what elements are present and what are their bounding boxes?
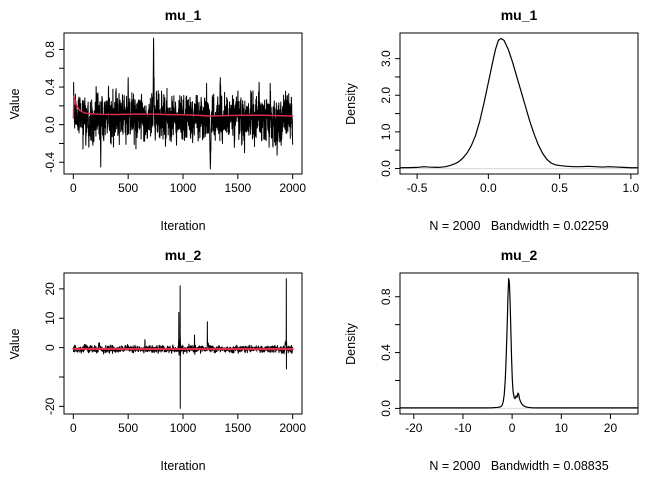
axis-ticks bbox=[395, 296, 611, 419]
x-tick-label: 20 bbox=[604, 421, 618, 435]
x-axis-label: Iteration bbox=[160, 459, 206, 473]
x-tick-label: 0.0 bbox=[480, 181, 497, 195]
plot-title: mu_2 bbox=[164, 247, 202, 263]
density-plot-mu1-panel: -0.5 0.0 0.5 1.0 0.0 1.0 2.0 3.0 mu_1 Density N… bbox=[336, 0, 672, 240]
x-tick-label: 0.5 bbox=[551, 181, 568, 195]
running-mean-line bbox=[72, 95, 294, 119]
plot-title: mu_1 bbox=[500, 7, 538, 23]
trace-plot-mu1-canvas: 0 500 1000 1500 2000 -0.4 0.0 0.4 0.8 bbox=[43, 32, 306, 195]
axis-tick-labels: 0 500 1000 1500 2000 -20 0 10 20 bbox=[43, 282, 306, 435]
plot-series-group bbox=[72, 278, 294, 409]
y-axis-label: Value bbox=[8, 88, 22, 120]
y-tick-label: 10 bbox=[43, 311, 57, 325]
density-plot-mu1-canvas: -0.5 0.0 0.5 1.0 0.0 1.0 2.0 3.0 bbox=[379, 32, 640, 195]
x-tick-label: 1500 bbox=[224, 421, 251, 435]
x-tick-label: 1500 bbox=[224, 181, 251, 195]
y-tick-label: 0.4 bbox=[379, 344, 393, 361]
x-tick-label: 500 bbox=[118, 421, 138, 435]
x-tick-label: 1000 bbox=[170, 421, 197, 435]
plot-title: mu_1 bbox=[164, 7, 202, 23]
bandwidth-caption: N = 2000 Bandwidth = 0.02259 bbox=[429, 219, 609, 233]
density-curve-line bbox=[400, 277, 638, 409]
y-tick-label: 3.0 bbox=[379, 50, 393, 67]
x-tick-label: 1000 bbox=[170, 181, 197, 195]
plot-box bbox=[399, 32, 639, 175]
density-plot-mu2-panel: -20 -10 0 10 20 0.0 0.4 0.8 mu_2 Density N = 20… bbox=[336, 240, 672, 480]
y-tick-label: 0.0 bbox=[379, 160, 393, 177]
x-tick-label: -10 bbox=[454, 421, 472, 435]
trace-plot-mu1-panel: 0 500 1000 1500 2000 -0.4 0.0 0.4 0.8 mu_1 Value… bbox=[0, 0, 336, 240]
x-tick-label: 500 bbox=[118, 181, 138, 195]
x-tick-label: 2000 bbox=[279, 421, 306, 435]
axis-ticks bbox=[395, 58, 632, 179]
x-tick-label: -20 bbox=[405, 421, 423, 435]
x-tick-label: 1.0 bbox=[623, 181, 640, 195]
plot-series-group bbox=[72, 37, 294, 170]
y-tick-label: 0.8 bbox=[43, 41, 57, 58]
plot-box bbox=[399, 272, 639, 415]
plot-title: mu_2 bbox=[500, 247, 538, 263]
x-tick-label: 10 bbox=[555, 421, 569, 435]
y-tick-label: 0 bbox=[43, 344, 57, 351]
mcmc-trace-line bbox=[72, 278, 294, 409]
x-tick-label: -0.5 bbox=[407, 181, 428, 195]
y-tick-label: 0.8 bbox=[379, 288, 393, 305]
x-tick-label: 0 bbox=[70, 181, 77, 195]
y-tick-label: 0.0 bbox=[379, 400, 393, 417]
y-tick-label: 20 bbox=[43, 282, 57, 296]
y-axis-label: Value bbox=[8, 328, 22, 360]
axis-tick-labels: -0.5 0.0 0.5 1.0 0.0 1.0 2.0 3.0 bbox=[379, 50, 639, 195]
axis-tick-labels: -20 -10 0 10 20 0.0 0.4 0.8 bbox=[379, 288, 617, 435]
y-tick-label: -20 bbox=[43, 397, 57, 415]
x-tick-label: 0 bbox=[509, 421, 516, 435]
axis-ticks bbox=[59, 288, 294, 419]
axis-ticks bbox=[59, 48, 294, 179]
plot-box bbox=[63, 272, 303, 415]
density-plot-mu2-canvas: -20 -10 0 10 20 0.0 0.4 0.8 bbox=[379, 272, 639, 435]
bandwidth-caption: N = 2000 Bandwidth = 0.08835 bbox=[429, 459, 609, 473]
trace-plot-mu2-panel: 0 500 1000 1500 2000 -20 0 10 20 mu_2 Value Iter… bbox=[0, 240, 336, 480]
trace-plot-mu2-canvas: 0 500 1000 1500 2000 -20 0 10 20 bbox=[43, 272, 306, 435]
y-tick-label: 0.0 bbox=[43, 116, 57, 133]
y-axis-label: Density bbox=[344, 323, 358, 365]
y-tick-label: -0.4 bbox=[43, 152, 57, 173]
y-tick-label: 0.4 bbox=[43, 78, 57, 95]
axis-tick-labels: 0 500 1000 1500 2000 -0.4 0.0 0.4 0.8 bbox=[43, 41, 306, 195]
x-axis-label: Iteration bbox=[160, 219, 206, 233]
y-tick-label: 1.0 bbox=[379, 123, 393, 140]
mcmc-trace-line bbox=[72, 37, 294, 170]
y-axis-label: Density bbox=[344, 83, 358, 125]
plot-series-group bbox=[400, 277, 638, 409]
plot-series-group bbox=[400, 37, 638, 169]
y-tick-label: 2.0 bbox=[379, 87, 393, 104]
density-curve-line bbox=[400, 37, 638, 169]
x-tick-label: 0 bbox=[70, 421, 77, 435]
x-tick-label: 2000 bbox=[279, 181, 306, 195]
plot-box bbox=[63, 32, 303, 175]
